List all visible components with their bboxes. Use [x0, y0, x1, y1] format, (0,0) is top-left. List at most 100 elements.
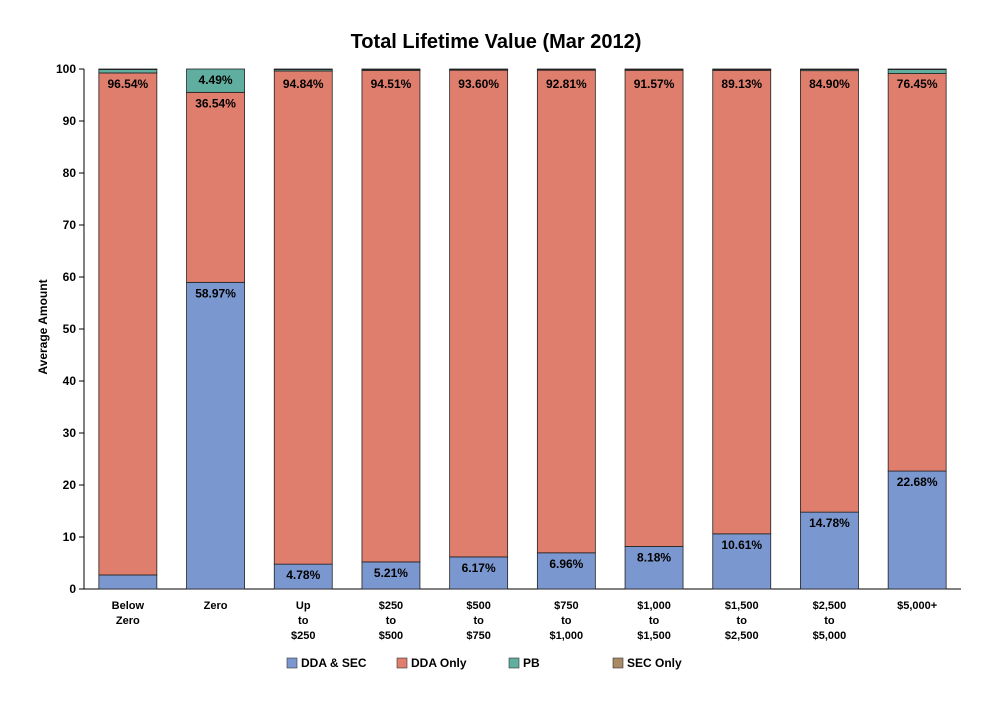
bar-segment	[98, 72, 158, 576]
data-label: 58.97%	[195, 286, 236, 300]
bar-segment	[273, 68, 333, 70]
x-tick-label: $5,000+	[897, 600, 937, 612]
x-tick-label: to	[561, 615, 572, 627]
bar-segment	[361, 561, 421, 590]
data-label: 92.81%	[546, 77, 587, 91]
bar-segment	[624, 69, 684, 547]
x-tick-label: Zero	[116, 615, 140, 627]
x-tick-label: $500	[379, 630, 403, 642]
legend-swatch	[396, 657, 408, 669]
bar-segment	[887, 69, 947, 74]
x-tick-label: $2,500	[725, 630, 759, 642]
x-tick-label: $750	[554, 600, 578, 612]
x-tick-label: $2,500	[813, 600, 847, 612]
bar-segment	[186, 281, 245, 590]
y-tick-label: 100	[56, 62, 76, 76]
bar-segment	[98, 69, 158, 74]
bar-segment	[887, 68, 947, 70]
y-tick-label: 20	[63, 478, 77, 492]
data-label: 36.54%	[195, 96, 236, 110]
bar-segment	[624, 546, 684, 590]
chart-title: Total Lifetime Value (Mar 2012)	[351, 31, 642, 53]
data-label: 10.61%	[721, 538, 762, 552]
x-tick-label: to	[737, 615, 748, 627]
bar-segment	[536, 68, 596, 70]
bar-segment	[361, 70, 421, 563]
y-tick-label: 30	[63, 426, 77, 440]
bar-segment	[800, 511, 859, 590]
data-label: 8.18%	[637, 550, 671, 564]
x-tick-label: $250	[379, 600, 403, 612]
data-label: 91.57%	[634, 77, 675, 91]
bar-segment	[361, 68, 421, 70]
x-tick-label: $1,000	[637, 600, 671, 612]
bar-segment	[273, 563, 333, 590]
x-tick-label: to	[824, 615, 835, 627]
bar-segment	[887, 73, 947, 472]
y-tick-label: 40	[63, 374, 77, 388]
data-label: 4.49%	[199, 73, 233, 87]
data-label: 93.60%	[458, 77, 499, 91]
bar-segment	[800, 70, 859, 513]
bar-segment	[887, 470, 947, 590]
data-label: 94.51%	[371, 77, 412, 91]
data-label: 76.45%	[897, 77, 938, 91]
y-axis-label: Average Amount	[36, 279, 50, 374]
legend-swatch	[508, 657, 520, 669]
x-tick-label: $5,000	[813, 630, 847, 642]
bar-segment	[273, 70, 333, 565]
y-tick-label: 0	[69, 582, 76, 596]
data-label: 84.90%	[809, 77, 850, 91]
y-tick-label: 70	[63, 218, 77, 232]
x-tick-label: $1,500	[725, 600, 759, 612]
legend: DDA & SEC DDA Only PB SEC Only	[286, 656, 682, 670]
data-label: 96.54%	[107, 77, 148, 91]
legend-label: PB	[523, 656, 540, 670]
x-tick-label: to	[649, 615, 660, 627]
legend-label: DDA Only	[411, 656, 467, 670]
y-tick-label: 60	[63, 270, 77, 284]
data-label: 4.78%	[286, 568, 320, 582]
y-tick-label: 10	[63, 530, 77, 544]
bar-segment	[712, 68, 772, 70]
bar-segment	[449, 68, 509, 70]
bar-segment	[98, 68, 158, 70]
x-tick-label: $250	[291, 630, 315, 642]
bar-segment	[449, 69, 509, 558]
y-tick-label: 50	[63, 322, 77, 336]
bar-segment	[449, 556, 509, 590]
data-label: 6.96%	[549, 557, 583, 571]
legend-swatch	[286, 657, 298, 669]
data-label: 22.68%	[897, 475, 938, 489]
x-tick-label: $500	[466, 600, 490, 612]
bar-segment	[712, 533, 772, 590]
x-tick-label: Below	[112, 600, 145, 612]
bar-segment	[712, 69, 772, 535]
legend-label: DDA & SEC	[301, 656, 367, 670]
data-label: 6.17%	[462, 561, 496, 575]
data-label: 89.13%	[721, 77, 762, 91]
bar-segment	[98, 574, 158, 590]
bar-segment	[186, 68, 245, 93]
plot-area: 0 10 20 30 40 50 60 70 80 90 100 96.54% Below Zero 58.…	[56, 62, 961, 642]
x-tick-label: $750	[466, 630, 490, 642]
data-label: 94.84%	[283, 77, 324, 91]
x-tick-label: Zero	[204, 600, 228, 612]
x-tick-label: to	[386, 615, 397, 627]
legend-swatch	[612, 657, 624, 669]
data-label: 5.21%	[374, 566, 408, 580]
x-tick-label: to	[473, 615, 484, 627]
x-tick-label: $1,000	[550, 630, 584, 642]
bar-segment	[800, 68, 859, 70]
y-tick-label: 80	[63, 166, 77, 180]
x-tick-label: to	[298, 615, 309, 627]
bar-segment	[186, 91, 245, 283]
x-tick-label: Up	[296, 600, 311, 612]
bar-segment	[536, 69, 596, 554]
legend-label: SEC Only	[627, 656, 682, 670]
data-label: 14.78%	[809, 516, 850, 530]
x-tick-label: $1,500	[637, 630, 671, 642]
y-tick-label: 90	[63, 114, 77, 128]
bar-segment	[624, 68, 684, 70]
